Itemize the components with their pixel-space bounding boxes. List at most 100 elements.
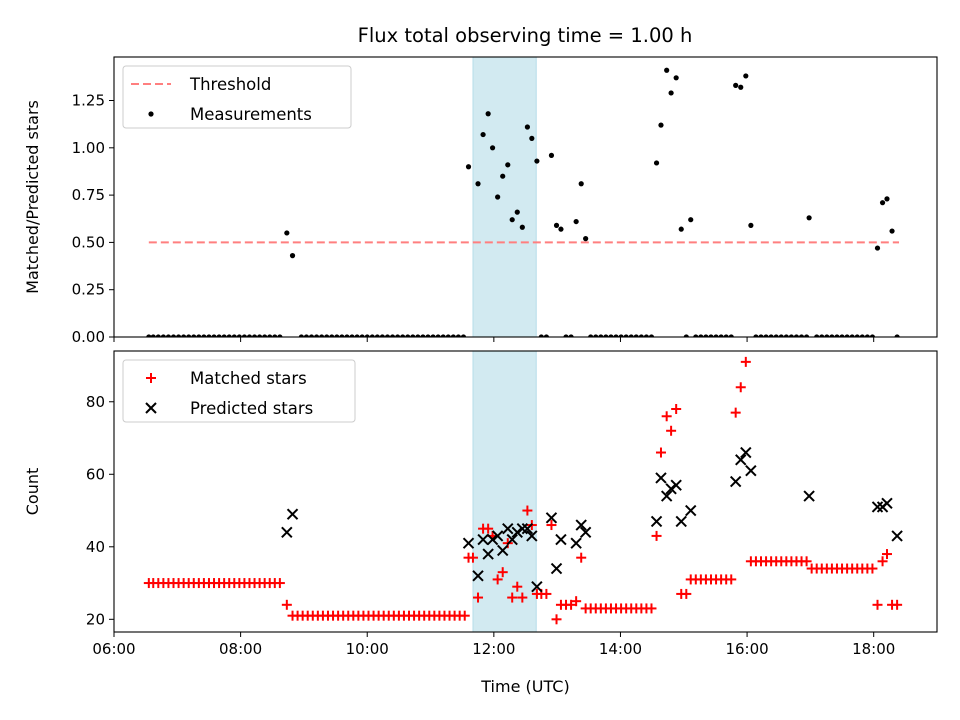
measurement-point (824, 334, 830, 337)
matched-stars-point (522, 505, 533, 516)
measurement-point (753, 334, 759, 337)
measurement-point (211, 334, 217, 337)
measurement-point (146, 334, 152, 337)
measurement-point (485, 111, 491, 117)
measurement-point (698, 334, 704, 337)
measurement-point (364, 334, 370, 337)
measurement-point (834, 334, 840, 337)
predicted-stars-point (545, 512, 558, 524)
measurement-point (329, 334, 335, 337)
measurement-point (495, 194, 501, 200)
shaded-interval (472, 57, 537, 337)
measurement-point (578, 181, 584, 187)
measurement-point (231, 334, 237, 337)
measurement-point (738, 84, 744, 90)
measurement-point (593, 334, 599, 337)
y-axis-label: Count (23, 468, 42, 516)
measurement-point (573, 218, 579, 225)
measurement-point (191, 334, 197, 337)
x-tick-label: 18:00 (852, 640, 895, 658)
measurement-point (257, 334, 263, 337)
measurement-point (524, 124, 530, 130)
matched-stars-point (730, 407, 741, 418)
predicted-stars-point (735, 454, 747, 466)
matched-stars-point (661, 411, 672, 422)
measurement-point (415, 334, 421, 337)
predicted-stars-point (462, 537, 475, 549)
measurement-point (354, 334, 360, 337)
matched-stars-point (671, 404, 682, 415)
predicted-stars-point (497, 544, 509, 557)
measurement-point (160, 334, 166, 337)
predicted-stars-point (486, 533, 499, 546)
predicted-stars-point (579, 526, 592, 538)
predicted-stars-point (655, 472, 667, 484)
matched-stars-point (740, 356, 751, 367)
matched-stars-point (492, 574, 503, 585)
legend-box (122, 65, 352, 129)
measurement-point (519, 224, 525, 230)
measurement-point (773, 334, 779, 337)
measurement-point (241, 334, 248, 337)
measurement-point (798, 334, 805, 337)
measurement-point (480, 131, 486, 138)
measurement-point (410, 334, 416, 337)
predicted-stars-point (477, 533, 489, 546)
measurement-point (839, 334, 845, 337)
measurement-point (344, 334, 350, 337)
predicted-stars-point (526, 530, 538, 542)
y-tick-label: 0.50 (72, 233, 105, 251)
measurement-point (534, 158, 540, 164)
y-tick-label: 1.25 (72, 92, 105, 110)
predicted-stars-point (491, 530, 504, 542)
legend: Matched stars Predicted stars (122, 359, 356, 423)
measurement-point (308, 334, 315, 337)
measurement-point (445, 334, 451, 337)
measurement-point (668, 90, 674, 96)
measurement-point (226, 334, 232, 337)
predicted-stars-point (516, 522, 529, 535)
series-predicted-stars (281, 446, 903, 593)
measurement-point (829, 334, 835, 337)
measurement-point (384, 334, 391, 337)
measurement-point (324, 334, 330, 337)
measurement-point (262, 334, 268, 337)
measurement-point (389, 334, 396, 337)
matched-stars-point (507, 592, 518, 603)
legend-matched-swatch (146, 373, 156, 383)
measurement-point (405, 334, 411, 337)
measurement-point (313, 334, 320, 337)
predicted-stars-point (482, 548, 494, 560)
predicted-stars-point (803, 490, 815, 502)
measurement-point (277, 334, 283, 337)
measurement-point (633, 334, 639, 337)
predicted-stars-point (670, 479, 682, 491)
measurement-point (303, 334, 310, 337)
measurement-point (465, 164, 472, 170)
legend-label: Threshold (189, 75, 271, 94)
measurement-point (718, 334, 724, 337)
legend-label: Matched stars (190, 369, 307, 388)
matched-stars-point (467, 552, 478, 563)
measurement-point (854, 334, 860, 337)
measurement-point (369, 334, 375, 337)
legend-measurements-swatch (148, 111, 154, 117)
matched-stars-point (512, 581, 523, 592)
measurement-point (251, 334, 258, 337)
matched-stars-point (483, 523, 494, 534)
measurement-point (788, 334, 794, 337)
measurement-point (538, 334, 544, 337)
measurement-point (334, 334, 340, 337)
measurement-point (400, 334, 406, 337)
measurement-point (181, 334, 187, 337)
x-axis-label: Time (UTC) (480, 677, 569, 696)
x-tick-label: 10:00 (346, 640, 389, 658)
measurement-point (748, 222, 754, 228)
predicted-stars-point (575, 519, 587, 531)
x-tick-label: 16:00 (725, 640, 768, 658)
top-panel: 0.00 0.25 0.50 0.75 1.00 1.25 Matched/Predicte… (23, 56, 938, 346)
matched-stars-point (274, 578, 285, 589)
axes-frame (113, 350, 938, 633)
measurement-point (440, 334, 446, 337)
predicted-stars-point (665, 483, 677, 495)
